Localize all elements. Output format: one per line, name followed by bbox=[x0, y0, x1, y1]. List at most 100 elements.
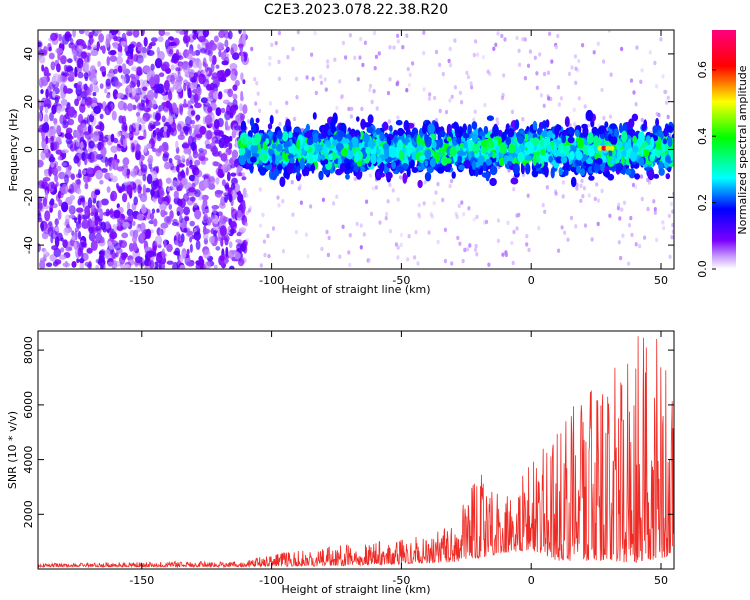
heatmap-cell bbox=[350, 136, 359, 148]
heatmap-cell bbox=[194, 159, 201, 166]
heatmap-cell bbox=[61, 71, 65, 76]
heatmap-cell bbox=[358, 55, 362, 60]
heatmap-cell bbox=[132, 220, 136, 227]
heatmap-cell bbox=[143, 36, 148, 47]
heatmap-cell bbox=[224, 194, 228, 203]
heatmap-cell bbox=[629, 78, 634, 83]
heatmap-cell bbox=[201, 174, 210, 179]
heatmap-cell bbox=[358, 142, 364, 149]
heatmap-cell bbox=[583, 104, 587, 109]
heatmap-cell bbox=[183, 82, 187, 92]
heatmap-cell bbox=[444, 109, 449, 115]
heatmap-cell bbox=[424, 171, 432, 182]
heatmap-cell bbox=[401, 45, 405, 50]
heatmap-cell bbox=[145, 228, 152, 239]
heatmap-cell bbox=[95, 264, 100, 269]
heatmap-cell bbox=[137, 46, 143, 52]
heatmap-cell bbox=[343, 158, 350, 164]
heatmap-cell bbox=[91, 102, 98, 107]
heatmap-cell bbox=[474, 243, 478, 249]
heatmap-cell bbox=[241, 136, 247, 145]
heatmap-cell bbox=[579, 198, 583, 203]
heatmap-cell bbox=[211, 72, 219, 80]
heatmap-cell bbox=[528, 141, 535, 153]
heatmap-cell bbox=[223, 161, 231, 173]
heatmap-cell bbox=[149, 260, 154, 269]
heatmap-cell bbox=[110, 30, 119, 35]
heatmap-cell bbox=[473, 109, 477, 114]
heatmap-cell bbox=[563, 144, 571, 153]
heatmap-cell bbox=[125, 87, 129, 94]
heatmap-cell bbox=[443, 227, 447, 232]
heatmap-cell bbox=[338, 79, 342, 84]
heatmap-cell bbox=[180, 130, 184, 136]
heatmap-cell bbox=[582, 186, 587, 191]
heatmap-cell bbox=[438, 62, 442, 67]
heatmap-cell bbox=[311, 76, 315, 82]
heatmap-cell bbox=[604, 121, 609, 128]
heatmap-cell bbox=[130, 142, 135, 153]
heatmap-cell bbox=[176, 179, 180, 186]
heatmap-cell bbox=[189, 196, 196, 202]
heatmap-cell bbox=[382, 143, 390, 150]
heatmap-cell bbox=[109, 55, 117, 62]
heatmap-cell bbox=[212, 205, 217, 215]
heatmap-cell bbox=[277, 59, 281, 65]
heatmap-cell bbox=[496, 238, 500, 244]
heatmap-cell bbox=[60, 55, 67, 65]
heatmap-cell bbox=[54, 226, 60, 232]
heatmap-x-tick-label: -50 bbox=[392, 274, 410, 287]
heatmap-cell bbox=[510, 177, 519, 185]
heatmap-cell bbox=[363, 40, 367, 45]
heatmap-cell bbox=[48, 220, 53, 227]
heatmap-cell bbox=[169, 162, 174, 171]
heatmap-cell bbox=[662, 138, 667, 145]
heatmap-cell bbox=[416, 134, 421, 146]
heatmap-cell bbox=[356, 116, 360, 122]
heatmap-cell bbox=[456, 150, 465, 157]
heatmap-cell bbox=[248, 205, 252, 211]
heatmap-cell bbox=[57, 209, 62, 220]
heatmap-cell bbox=[472, 217, 476, 222]
heatmap-cell bbox=[38, 53, 42, 60]
heatmap-cell bbox=[298, 184, 302, 189]
heatmap-cell bbox=[110, 133, 115, 143]
snr-y-tick-label: 8000 bbox=[22, 336, 35, 364]
heatmap-cell bbox=[161, 115, 166, 123]
heatmap-cell bbox=[587, 193, 591, 198]
heatmap-cell bbox=[384, 211, 389, 217]
heatmap-cell bbox=[248, 164, 254, 171]
heatmap-cell bbox=[156, 208, 160, 213]
heatmap-cell bbox=[159, 203, 167, 211]
heatmap-cell bbox=[122, 193, 128, 203]
heatmap-cell bbox=[389, 125, 393, 133]
heatmap-cell bbox=[238, 155, 246, 166]
heatmap-cell bbox=[651, 148, 656, 160]
heatmap-cell bbox=[660, 142, 665, 152]
heatmap-cell bbox=[413, 255, 417, 260]
heatmap-cell bbox=[237, 43, 244, 48]
heatmap-cell bbox=[372, 89, 376, 94]
heatmap-cell bbox=[204, 261, 211, 269]
heatmap-cell bbox=[122, 221, 130, 228]
heatmap-cell bbox=[142, 174, 147, 182]
heatmap-cell bbox=[83, 148, 88, 156]
heatmap-cell bbox=[49, 112, 54, 122]
heatmap-cell bbox=[327, 129, 332, 136]
heatmap-cell bbox=[66, 58, 73, 64]
heatmap-cell bbox=[206, 216, 212, 226]
heatmap-cell bbox=[663, 162, 670, 168]
heatmap-cell bbox=[609, 123, 617, 130]
heatmap-cell bbox=[87, 90, 92, 96]
heatmap-cell bbox=[296, 139, 301, 151]
heatmap-cell bbox=[126, 169, 130, 179]
heatmap-cell bbox=[218, 49, 222, 58]
heatmap-cell bbox=[149, 213, 155, 221]
heatmap-cell bbox=[392, 45, 396, 50]
heatmap-cell bbox=[208, 183, 216, 190]
heatmap-cell bbox=[202, 61, 206, 67]
heatmap-cell bbox=[150, 63, 155, 71]
heatmap-cell bbox=[225, 46, 230, 53]
heatmap-cell bbox=[474, 39, 478, 44]
heatmap-cell bbox=[510, 240, 514, 246]
